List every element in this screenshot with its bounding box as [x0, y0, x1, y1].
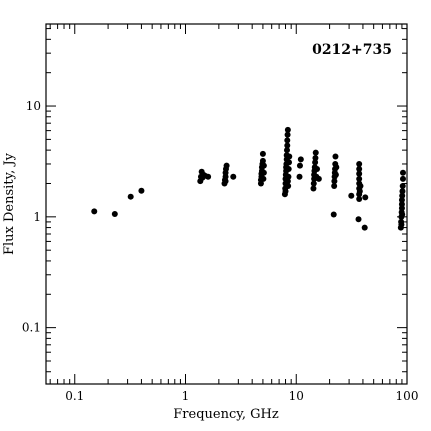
data-point — [138, 187, 145, 194]
source-annotation: 0212+735 — [312, 42, 392, 58]
x-tick-label: 0.1 — [65, 389, 84, 403]
data-point — [260, 175, 267, 182]
x-axis-label: Frequency, GHz — [173, 407, 279, 422]
axis-tick-labels: 0.1 1 10 100 0.1 1 10 — [22, 99, 419, 403]
data-point — [284, 178, 291, 185]
data-point — [91, 208, 98, 215]
data-point — [356, 166, 363, 173]
data-point — [399, 175, 406, 182]
data-point — [362, 194, 369, 201]
y-tick-label: 1 — [33, 210, 41, 224]
data-point — [296, 162, 303, 169]
y-axis-label: Flux Density, Jy — [2, 152, 17, 255]
data-point — [205, 173, 212, 180]
data-point — [330, 211, 337, 218]
data-point — [399, 192, 406, 199]
y-tick-label: 10 — [26, 99, 41, 113]
data-point — [361, 224, 368, 231]
data-point — [356, 175, 363, 182]
data-points — [91, 126, 406, 231]
x-tick-label: 100 — [396, 389, 419, 403]
data-point — [286, 153, 293, 160]
data-point — [331, 182, 338, 189]
data-point — [230, 173, 237, 180]
data-point — [312, 149, 319, 156]
data-point — [399, 188, 406, 195]
data-point — [296, 173, 303, 180]
data-point — [285, 182, 292, 189]
data-point — [310, 180, 317, 187]
data-point — [260, 162, 267, 169]
y-tick-label: 0.1 — [22, 321, 41, 335]
data-point — [312, 154, 319, 161]
x-tick-label: 10 — [289, 389, 304, 403]
data-point — [398, 221, 405, 228]
data-point — [332, 153, 339, 160]
data-point — [357, 182, 364, 189]
data-point — [260, 169, 267, 176]
plot-frame — [45, 23, 408, 385]
data-point — [332, 171, 339, 178]
data-point — [315, 175, 322, 182]
data-point — [356, 160, 363, 167]
data-point — [310, 185, 317, 192]
data-point — [356, 195, 363, 202]
data-point — [259, 150, 266, 157]
data-point — [314, 166, 321, 173]
data-point — [356, 170, 363, 177]
data-point — [223, 162, 230, 169]
data-point — [284, 126, 291, 133]
data-point — [283, 147, 290, 154]
data-point — [399, 169, 406, 176]
data-point — [333, 164, 340, 171]
data-point — [259, 157, 266, 164]
data-point — [222, 178, 229, 185]
data-point — [284, 142, 291, 149]
data-point — [282, 188, 289, 195]
data-point — [297, 156, 304, 163]
data-point — [285, 159, 292, 166]
data-point — [398, 201, 405, 208]
data-point — [285, 166, 292, 173]
data-point — [284, 137, 291, 144]
data-point — [399, 182, 406, 189]
axis-ticks — [46, 24, 408, 384]
data-point — [348, 192, 355, 199]
data-point — [285, 173, 292, 180]
data-point — [355, 216, 362, 223]
data-point — [284, 131, 291, 138]
data-point — [356, 188, 363, 195]
data-point — [331, 178, 338, 185]
data-point — [399, 211, 406, 218]
data-point — [111, 211, 118, 218]
data-point — [312, 159, 319, 166]
x-tick-label: 1 — [182, 389, 190, 403]
data-point — [127, 193, 134, 200]
